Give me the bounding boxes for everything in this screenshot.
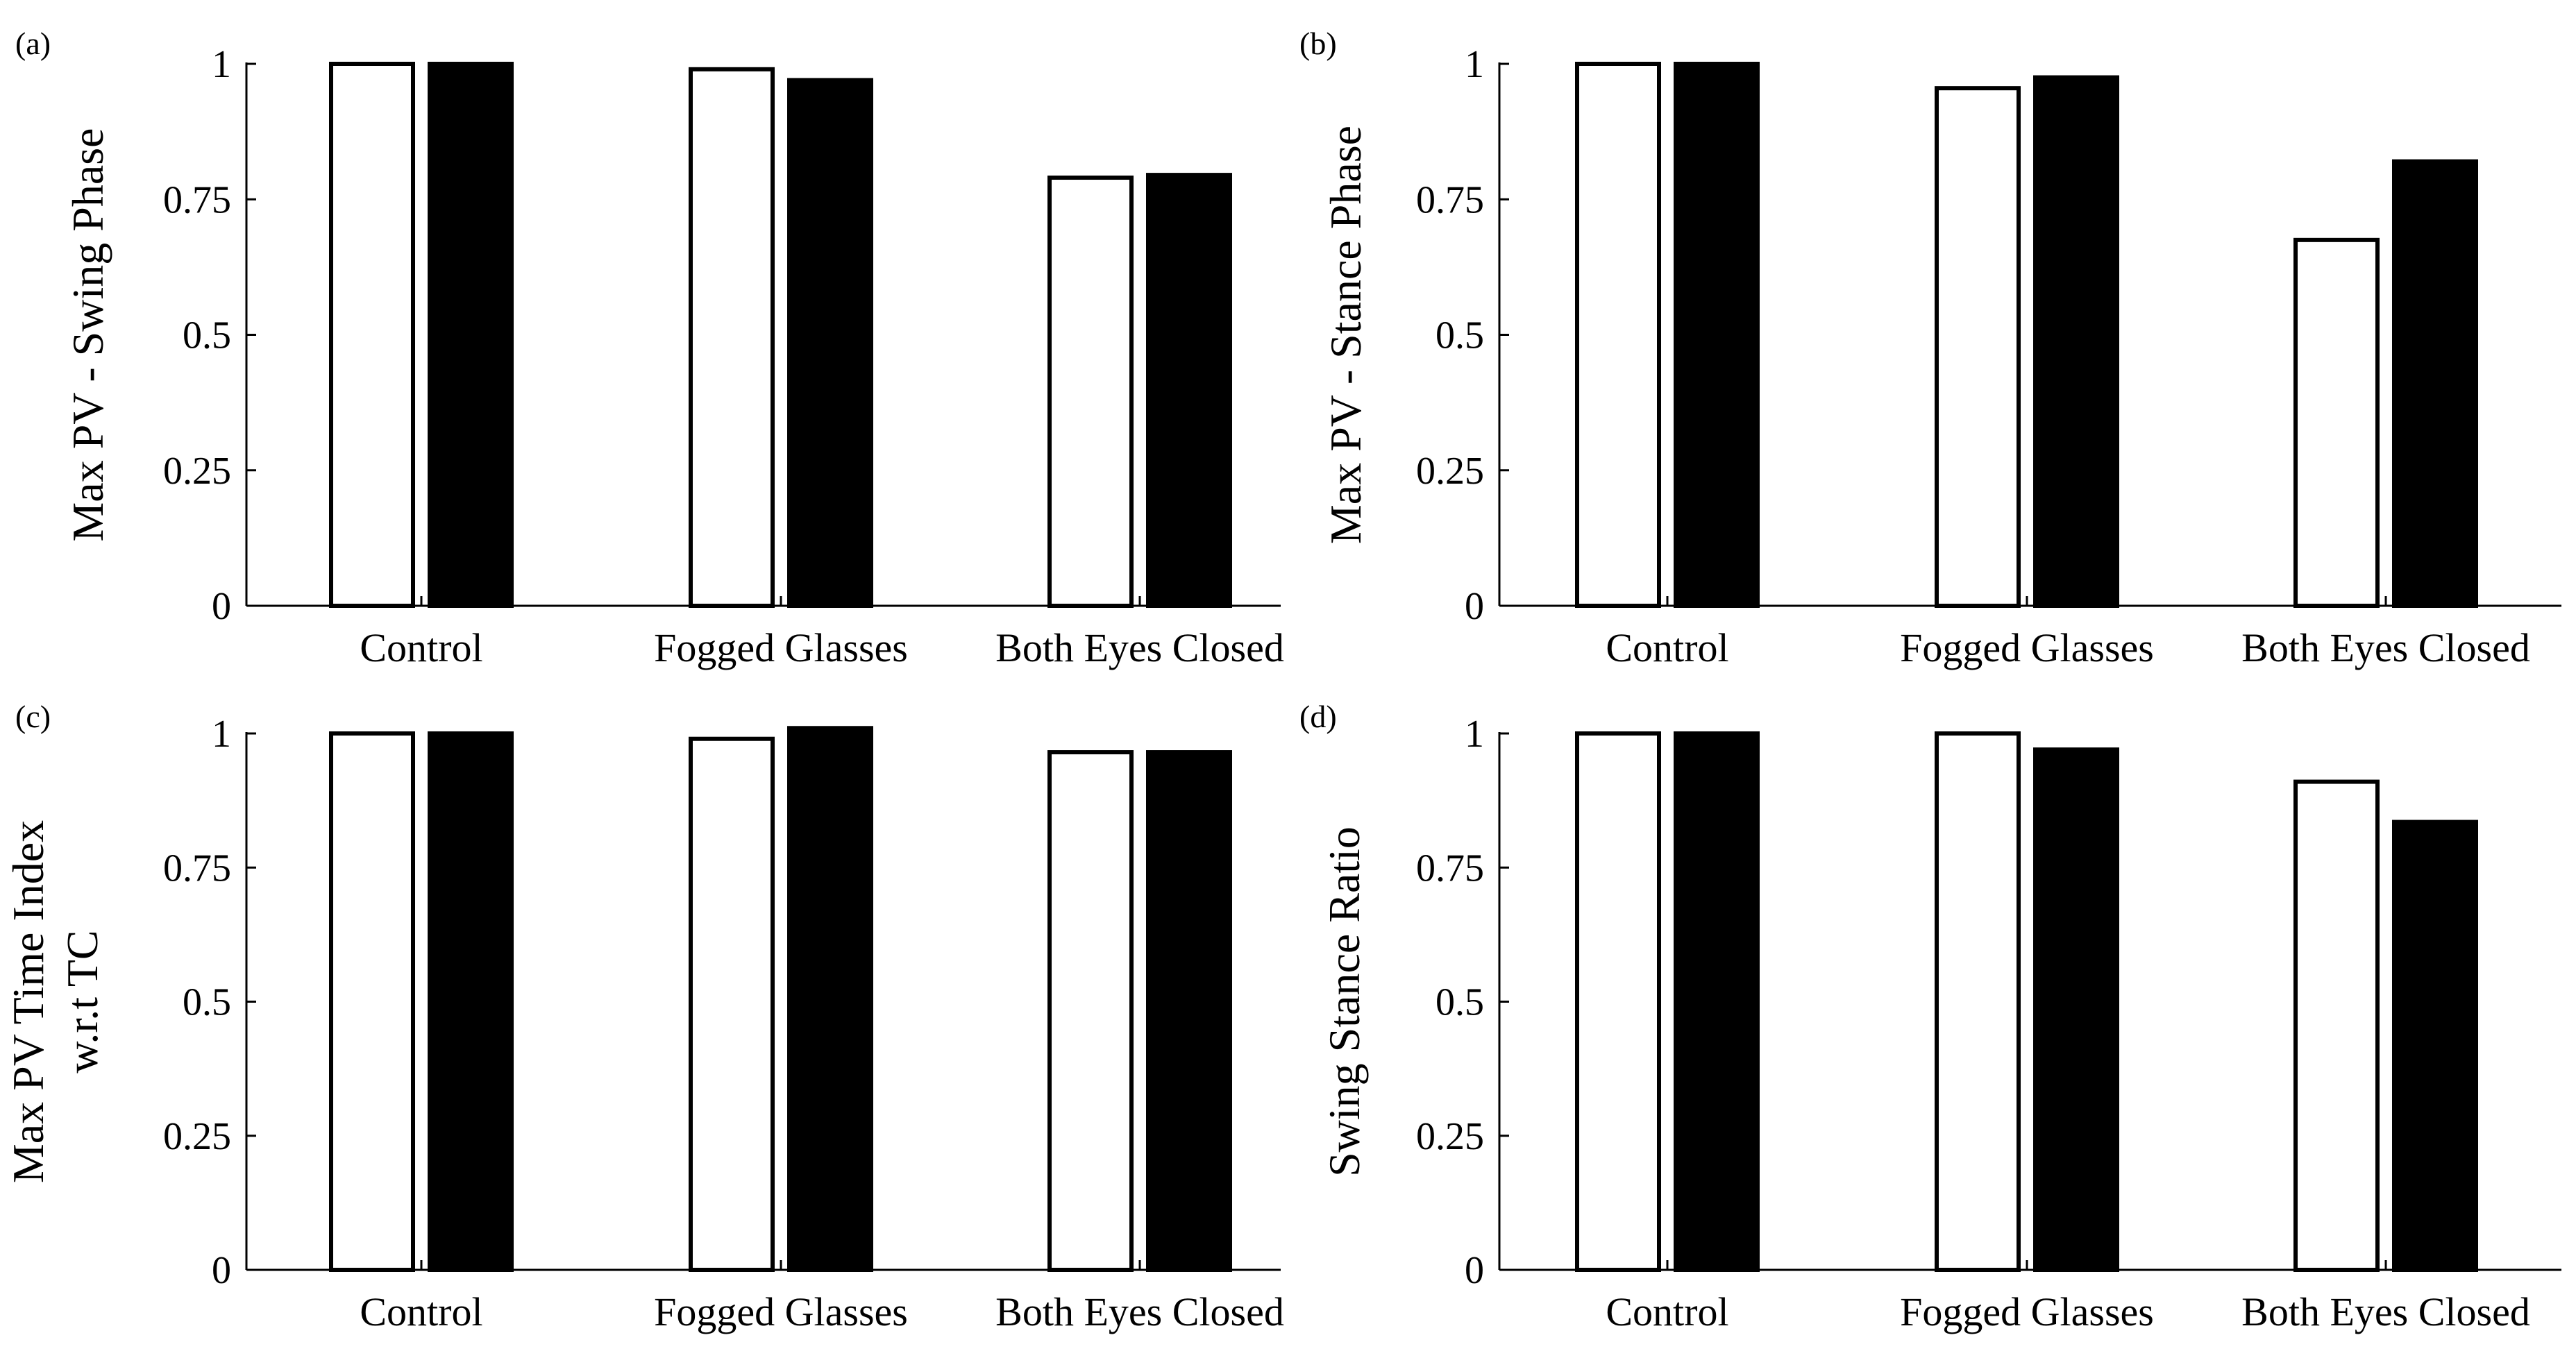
x-category-label: Both Eyes Closed	[995, 625, 1284, 670]
x-category-label: Both Eyes Closed	[2241, 1289, 2530, 1334]
y-tick-label: 0.75	[1416, 178, 1484, 221]
y-axis-label: w.r.t TC	[58, 930, 107, 1073]
bar-open-control	[329, 62, 415, 608]
x-category-label: Fogged Glasses	[654, 625, 908, 670]
bar-open-control	[1575, 731, 1661, 1272]
y-tick-label: 0.5	[1436, 981, 1484, 1024]
bar-open-both-eyes-closed	[1047, 176, 1134, 608]
y-tick-label: 0.25	[163, 450, 231, 493]
y-tick-label: 1	[1465, 713, 1484, 756]
bar-filled-fogged-glasses	[2033, 747, 2119, 1272]
x-category-label: Both Eyes Closed	[2241, 625, 2530, 670]
x-category-label: Control	[1606, 625, 1728, 670]
y-tick-label: 0	[212, 1249, 231, 1292]
y-axis-label: Max PV - Stance Phase	[1321, 126, 1370, 544]
chart-panel-4: (d) 0 0.25 0.5 0.75 1 Control Fogged Glasses Bot…	[1299, 699, 2561, 1334]
bar-filled-both-eyes-closed	[2392, 159, 2478, 608]
x-category-label: Fogged Glasses	[1900, 625, 2154, 670]
bar-filled-control	[428, 62, 514, 608]
y-tick-label: 0.75	[163, 178, 231, 221]
bar-open-control	[1575, 62, 1661, 608]
y-tick-label: 0	[212, 585, 231, 628]
bar-filled-control	[428, 731, 514, 1272]
x-category-label: Control	[360, 625, 482, 670]
y-tick-label: 1	[212, 43, 231, 86]
bar-open-fogged-glasses	[689, 67, 775, 608]
y-tick-label: 0	[1465, 1249, 1484, 1292]
bar-open-fogged-glasses	[1935, 86, 2021, 608]
y-tick-label: 0.25	[163, 1115, 231, 1158]
x-category-label: Control	[1606, 1289, 1728, 1334]
bar-filled-fogged-glasses	[787, 78, 873, 609]
bar-open-fogged-glasses	[689, 736, 775, 1272]
bar-filled-control	[1674, 62, 1760, 608]
panel-label: (c)	[15, 699, 51, 734]
y-tick-label: 1	[212, 713, 231, 756]
y-tick-label: 0.5	[183, 981, 231, 1024]
bar-open-both-eyes-closed	[2293, 237, 2380, 608]
bar-filled-fogged-glasses	[787, 726, 873, 1272]
chart-panel-1: (a) 0 0.25 0.5 0.75 1 Control Fogged Glasses Bot…	[15, 26, 1284, 670]
y-tick-label: 0.25	[1416, 1115, 1484, 1158]
bar-filled-fogged-glasses	[2033, 75, 2119, 608]
x-category-label: Fogged Glasses	[1900, 1289, 2154, 1334]
y-tick-label: 0.5	[183, 314, 231, 357]
y-axis-label: Swing Stance Ratio	[1320, 826, 1369, 1177]
x-category-label: Control	[360, 1289, 482, 1334]
panel-label: (b)	[1299, 26, 1337, 61]
panel-label: (a)	[15, 26, 51, 61]
bar-filled-both-eyes-closed	[1146, 173, 1232, 609]
y-tick-label: 1	[1465, 43, 1484, 86]
y-axis-label: Max PV Time Index	[3, 820, 53, 1183]
y-tick-label: 0.75	[1416, 847, 1484, 890]
y-tick-label: 0.5	[1436, 314, 1484, 357]
bar-open-fogged-glasses	[1935, 731, 2021, 1272]
chart-panel-2: (b) 0 0.25 0.5 0.75 1 Control Fogged Glasses Bot…	[1299, 26, 2561, 670]
y-tick-label: 0.75	[163, 847, 231, 890]
bar-open-both-eyes-closed	[2293, 779, 2380, 1272]
x-category-label: Both Eyes Closed	[995, 1289, 1284, 1334]
y-tick-label: 0	[1465, 585, 1484, 628]
y-axis-label: Max PV - Swing Phase	[63, 128, 112, 541]
bar-filled-both-eyes-closed	[2392, 820, 2478, 1273]
bar-open-both-eyes-closed	[1047, 750, 1134, 1273]
chart-panel-3: (c) 0 0.25 0.5 0.75 1 Control Fogged Glasses Bot…	[3, 699, 1284, 1334]
y-tick-label: 0.25	[1416, 450, 1484, 493]
x-category-label: Fogged Glasses	[654, 1289, 908, 1334]
bar-open-control	[329, 731, 415, 1272]
bar-filled-both-eyes-closed	[1146, 750, 1232, 1273]
bar-filled-control	[1674, 731, 1760, 1272]
panel-label: (d)	[1299, 699, 1337, 734]
